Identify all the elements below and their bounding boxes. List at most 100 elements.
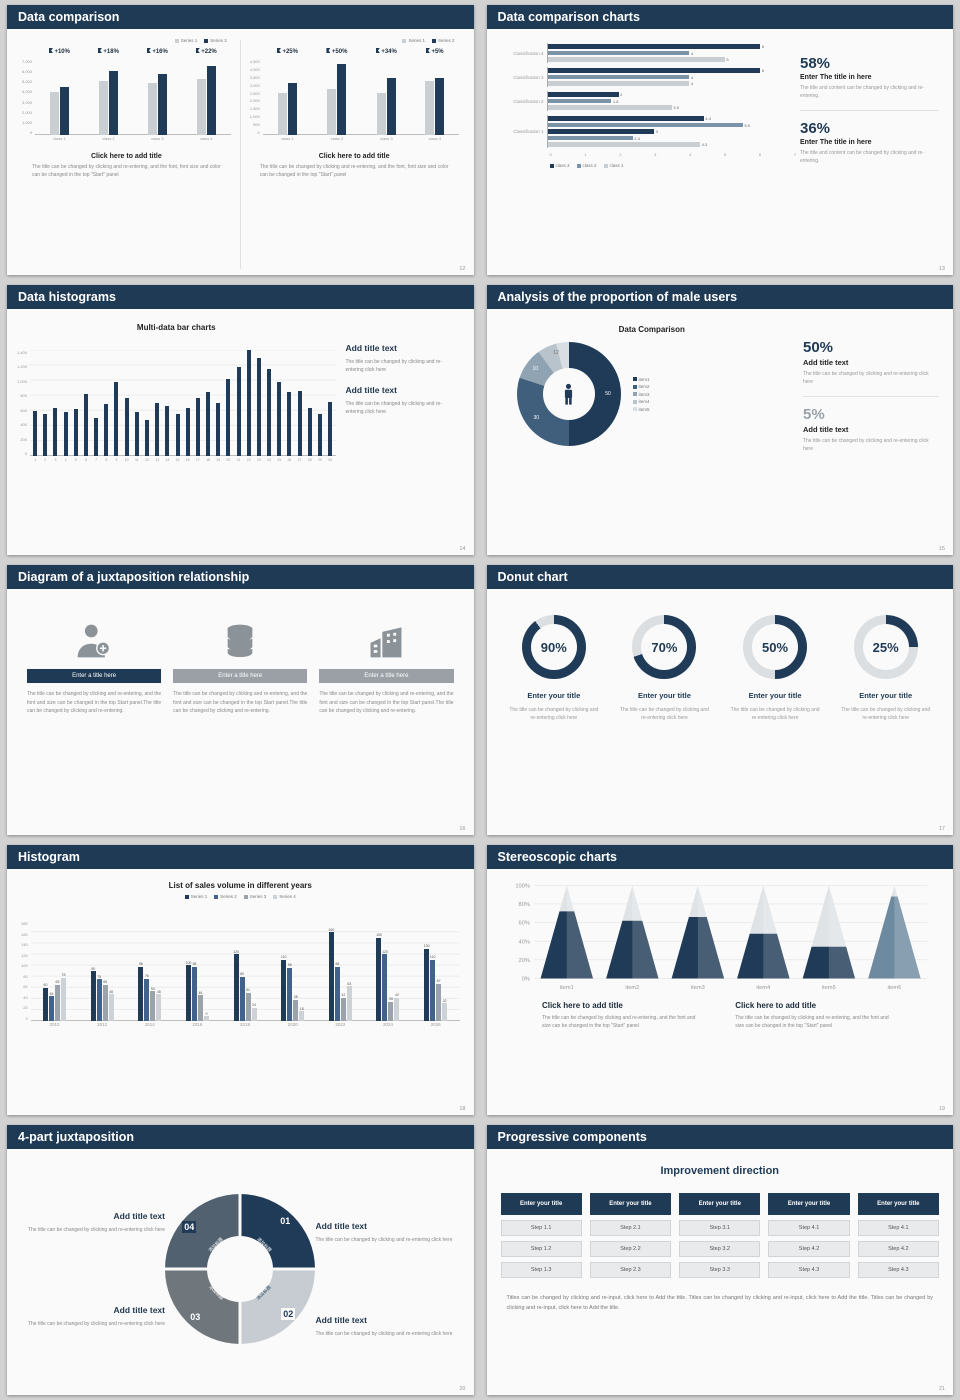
columns-row: Enter your title Step 1.1 Step 1.2 Step 1.3… — [500, 1193, 940, 1278]
bar-row: 4.4 — [547, 116, 797, 121]
bar-group: +5% class 4 — [425, 48, 445, 143]
bar — [226, 378, 231, 456]
bar-group: Classification 4 6 4 5 — [495, 43, 797, 63]
segment-label: 30 — [533, 414, 540, 421]
value-label: 54 — [150, 986, 155, 991]
add-title: Add title text — [315, 1221, 367, 1231]
slide-thumbnail-juxtaposition-diagram[interactable]: Diagram of a juxtaposition relationship … — [7, 565, 474, 835]
bar-group: 24 — [267, 350, 272, 464]
slide-thumbnail-donut-chart[interactable]: Donut chart 90% Enter your title The title… — [486, 565, 953, 835]
value-label: 120 — [233, 949, 239, 954]
svg-text:60%: 60% — [518, 921, 529, 927]
title-button: Enter your title — [768, 1193, 850, 1215]
x-label: class 4 — [428, 136, 441, 141]
slide-thumbnail-data-histograms[interactable]: Data histograms Multi-data bar charts 1,4… — [7, 285, 474, 555]
donut-percent: 90% — [540, 639, 567, 655]
bar — [386, 77, 396, 135]
bar — [376, 92, 386, 135]
bar-group: 19 — [216, 350, 221, 464]
bar-group: 20 — [226, 350, 231, 464]
bar-group: 9 — [114, 350, 119, 464]
page-number: 12 — [459, 266, 466, 272]
bar: 32 — [442, 999, 448, 1021]
donut-percent: 50% — [762, 639, 789, 655]
text-block: Add title text The title can be changed b… — [17, 1201, 165, 1234]
x-label: 3 — [54, 458, 57, 462]
bar-group: 4 — [63, 350, 68, 464]
chart-panel: Multi-data bar charts 1,400 1,200 1,000 800 6… — [7, 309, 336, 555]
stat-body: The title and content can be changed by … — [800, 85, 924, 99]
bar — [94, 418, 99, 456]
stat-title: Enter The title in here — [800, 74, 872, 81]
bar — [206, 65, 216, 135]
title-button: Enter your title — [589, 1193, 672, 1215]
x-label: 28 — [307, 458, 312, 462]
bar: 67 — [436, 979, 442, 1021]
bar-group: 90 75 65 48 2012 — [90, 921, 114, 1029]
bar-group: 8 — [104, 350, 109, 464]
page-number: 13 — [938, 266, 945, 272]
legend-item: Series 3 — [243, 894, 266, 899]
item-title-bar: Enter a title here — [319, 669, 454, 683]
value-label: 98 — [192, 962, 197, 967]
bar-row: 6 — [547, 44, 797, 49]
x-label: 24 — [267, 458, 271, 462]
slide-title: Histogram — [18, 850, 80, 864]
juxtaposition-item: Enter a title here The title can be chang… — [27, 615, 162, 835]
x-label: class 2 — [330, 136, 344, 141]
step-cell: Step 3.2 — [679, 1241, 761, 1257]
slide-content: Enter a title here The title can be chang… — [7, 589, 474, 835]
bar — [144, 420, 149, 456]
ring-hole — [207, 1236, 274, 1302]
slide-thumbnail-stereoscopic-charts[interactable]: Stereoscopic charts 0% 20% 40% 60% 80% 100% it… — [486, 845, 953, 1115]
value-label: 3 — [655, 129, 658, 134]
bar — [547, 57, 725, 62]
bar — [63, 412, 68, 456]
svg-text:20%: 20% — [518, 958, 529, 964]
x-label: class 3 — [151, 136, 164, 141]
x-label: 21 — [236, 458, 241, 462]
slide-thumbnail-histogram[interactable]: Histogram List of sales volume in differ… — [7, 845, 474, 1115]
x-label: 2014 — [144, 1022, 155, 1027]
slide-thumbnail-data-comparison-charts[interactable]: Data comparison charts Classification 4 6… — [486, 5, 953, 275]
slide-title: Progressive components — [497, 1130, 647, 1144]
slide-thumbnail-male-users-proportion[interactable]: Analysis of the proportion of male users… — [486, 285, 953, 555]
slide-title: Data comparison — [18, 10, 120, 24]
bar-group: 29 — [317, 350, 322, 464]
slide-title: Analysis of the proportion of male users — [497, 290, 738, 304]
add-body: The title can be changed by clicking and… — [27, 1227, 165, 1233]
slide-title: Donut chart — [497, 570, 568, 584]
slide-thumbnail-4-part-juxtaposition[interactable]: 4-part juxtaposition 01 添加标题 02 添加标题 03 添加标题 0… — [7, 1125, 474, 1395]
value-label: 4 — [690, 81, 694, 86]
value-label: 4.3 — [701, 142, 708, 147]
bar: 9 — [203, 1012, 209, 1021]
quadrant-ring-chart: 01 添加标题 02 添加标题 03 添加标题 04 添加标题 — [163, 1192, 318, 1346]
bar — [33, 410, 38, 456]
caption-body: The title can be changed by clicking and… — [735, 1015, 889, 1030]
page-number: 16 — [459, 826, 466, 832]
stat-percent: 50% — [803, 339, 834, 356]
juxtaposition-item: Enter a title here The title can be chang… — [319, 615, 454, 835]
bar: 110 — [281, 955, 287, 1021]
bar-chart: 180 160 140 120 100 80 60 40 20 0 60 45 65 78 2010 90 75… — [21, 905, 460, 1029]
bar — [287, 392, 292, 456]
bar: 80 — [239, 972, 245, 1021]
bar-chart: 7,000 6,000 5,000 4,000 3,000 2,000 1,000 0 +10%… — [22, 45, 231, 143]
slide-thumbnail-progressive-components[interactable]: Progressive components Improvement direc… — [486, 1125, 953, 1395]
bar-group: 10 — [124, 350, 129, 464]
bar — [307, 407, 312, 456]
donut-body: The title can be changed by clicking and… — [619, 707, 709, 722]
page-number: 20 — [459, 1386, 466, 1392]
svg-text:100%: 100% — [515, 883, 530, 889]
percent-label: +5% — [426, 48, 443, 59]
svg-text:40%: 40% — [518, 939, 529, 945]
slide-thumbnail-data-comparison[interactable]: Data comparison Series 1 Series 2 7,000 6,0… — [7, 5, 474, 275]
step-cell: Step 1.1 — [500, 1220, 582, 1236]
legend-item: Series 2 — [214, 894, 237, 899]
stat-block: 5% Add title text The title can be changed… — [803, 396, 939, 453]
value-label: 42 — [341, 993, 346, 998]
section-heading: Improvement direction — [660, 1165, 780, 1177]
legend-item: item1 — [632, 377, 650, 382]
stat-body: The title can be changed by clicking and… — [803, 371, 929, 385]
bar-group: +34% class 3 — [376, 48, 397, 143]
